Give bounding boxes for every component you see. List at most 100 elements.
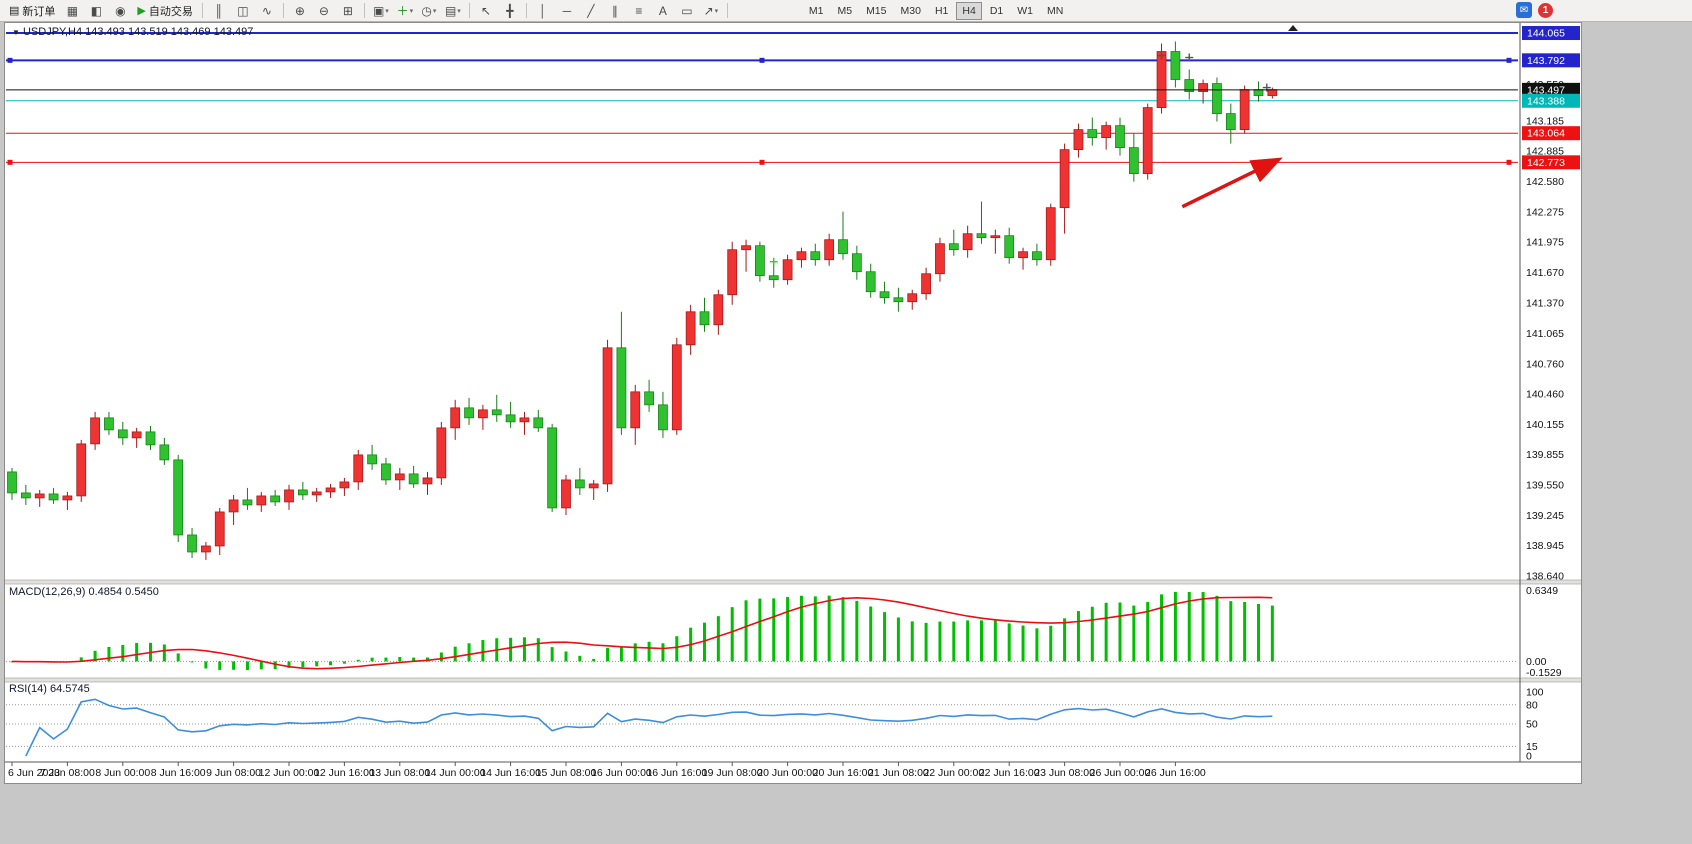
market-watch-icon[interactable]: ▦ [61,1,83,21]
price-label-badge: 143.388 [1522,93,1580,108]
chart-title: ▼ USDJPY,H4 143.493 143.519 143.469 143.… [12,26,253,38]
zoom-in-icon[interactable]: ⊕ [289,1,311,21]
svg-text:8 Jun 16:00: 8 Jun 16:00 [151,767,206,779]
zoom-in-icon: ⊕ [294,3,305,18]
data-window-icon: ◧ [90,3,103,18]
crosshair-icon[interactable]: ╋ [499,1,521,21]
trendline-icon[interactable]: ╱ [580,1,602,21]
bar-chart-icon[interactable]: ║ [208,1,230,21]
pane-divider-1[interactable] [3,579,1583,585]
svg-text:12 Jun 00:00: 12 Jun 00:00 [259,767,320,779]
rsi-axis-label: 50 [1526,719,1538,731]
svg-text:13 Jun 08:00: 13 Jun 08:00 [369,767,430,779]
zoom-out-icon[interactable]: ⊖ [313,1,335,21]
autotrading-button[interactable]: ▶ 自动交易 [132,2,197,20]
price-label-badge: 142.773 [1522,155,1580,170]
resistance-line-lower-handle[interactable] [7,57,13,63]
candles [7,41,1278,560]
tile-windows-icon[interactable]: ⊞ [337,1,359,21]
resistance-line-lower-handle[interactable] [1506,57,1512,63]
svg-text:23 Jun 08:00: 23 Jun 08:00 [1034,767,1095,779]
navigator-icon[interactable]: ◉ [109,1,131,21]
timeframe-m15[interactable]: M15 [866,4,887,17]
trend-arrow-annotation[interactable] [1181,157,1283,209]
plus-marker[interactable] [1185,53,1194,62]
line-chart-icon[interactable]: ∿ [256,1,278,21]
svg-text:139.550: 139.550 [1526,479,1564,491]
support-line-red-lower-handle[interactable] [7,159,13,165]
toolbar-right-icons: ✉ 1 [1516,2,1553,18]
rsi-axis-label: 15 [1526,741,1538,753]
text-label-icon[interactable]: ▭ [676,1,698,21]
rsi-axis-label: 100 [1526,687,1544,699]
dropdown-arrow-icon: ▾ [432,7,437,15]
timeframe-d1[interactable]: D1 [989,4,1004,17]
dropdown-arrow-icon: ▾ [714,7,719,15]
svg-text:140.760: 140.760 [1526,358,1564,370]
svg-text:142.580: 142.580 [1526,176,1564,188]
autotrading-icon: ▶ [137,5,146,17]
svg-text:142.885: 142.885 [1526,146,1564,158]
timeframe-mn[interactable]: MN [1047,4,1064,17]
resistance-line-lower-handle[interactable] [759,57,765,63]
svg-text:142.275: 142.275 [1526,207,1564,219]
svg-text:14 Jun 00:00: 14 Jun 00:00 [425,767,486,779]
plus-marker[interactable] [769,257,778,266]
vertical-line-icon: │ [539,3,547,18]
timeframe-h1[interactable]: H1 [934,4,949,17]
dropdown-arrow-icon: ▾ [409,7,414,15]
svg-text:26 Jun 16:00: 26 Jun 16:00 [1145,767,1206,779]
svg-text:143.388: 143.388 [1527,95,1565,107]
equidistant-channel-icon: ∥ [611,3,618,18]
timeframe-h4[interactable]: H4 [956,1,982,20]
svg-text:16 Jun 16:00: 16 Jun 16:00 [646,767,707,779]
text-icon[interactable]: A [652,1,674,21]
chart-window[interactable]: 143.550143.185142.885142.580142.275141.9… [3,22,1583,784]
svg-text:14 Jun 16:00: 14 Jun 16:00 [480,767,541,779]
chart-canvas[interactable]: 143.550143.185142.885142.580142.275141.9… [3,22,1583,784]
price-axis[interactable]: 143.550143.185142.885142.580142.275141.9… [1522,26,1580,582]
chart-shift-marker-icon[interactable] [1288,25,1298,31]
svg-text:141.975: 141.975 [1526,237,1564,249]
svg-text:20 Jun 00:00: 20 Jun 00:00 [757,767,818,779]
community-chat-icon[interactable]: ✉ [1516,2,1532,18]
svg-text:16 Jun 00:00: 16 Jun 00:00 [591,767,652,779]
timeframe-m1[interactable]: M1 [808,4,824,17]
notification-count-badge[interactable]: 1 [1538,2,1553,18]
svg-text:7 Jun 08:00: 7 Jun 08:00 [40,767,95,779]
price-object-lines[interactable] [6,32,1518,165]
support-line-red-lower-handle[interactable] [759,159,765,165]
equidistant-channel-icon[interactable]: ∥ [604,1,626,21]
timeframe-w1[interactable]: W1 [1017,4,1033,17]
cursor-icon: ↖ [480,3,491,18]
svg-text:138.640: 138.640 [1526,570,1564,582]
horizontal-line-icon: ─ [562,3,572,18]
price-label-badge: 143.792 [1522,53,1580,68]
dropdown-arrow-icon: ▾ [385,7,389,15]
timeframe-m30[interactable]: M30 [900,4,921,17]
svg-text:6 Jun 2023: 6 Jun 2023 [8,767,60,779]
indicators-icon[interactable]: ＋ ▾ [394,1,416,21]
data-window-icon[interactable]: ◧ [85,1,107,21]
pane-divider-2[interactable] [3,677,1583,683]
new-order-button[interactable]: ▤ 新订单 [4,2,60,20]
tile-windows-icon: ⊞ [342,3,353,18]
svg-text:140.460: 140.460 [1526,388,1564,400]
auto-arrange-icon[interactable]: ▣ ▾ [370,1,392,21]
fibonacci-icon[interactable]: ≡ [628,1,650,21]
svg-text:141.065: 141.065 [1526,328,1564,340]
svg-text:143.792: 143.792 [1527,55,1565,67]
templates-icon[interactable]: ▤ ▾ [442,1,464,21]
timeframe-m5[interactable]: M5 [837,4,853,17]
rsi-axis-label: 0 [1526,751,1532,763]
horizontal-line-icon[interactable]: ─ [556,1,578,21]
vertical-line-icon[interactable]: │ [532,1,554,21]
candlestick-chart-icon[interactable]: ◫ [232,1,254,21]
symbol-dropdown-arrow-icon[interactable]: ▼ [12,28,20,37]
arrows-icon[interactable]: ↗ ▾ [700,1,722,21]
periods-icon[interactable]: ◷ ▾ [418,1,440,21]
cursor-icon[interactable]: ↖ [475,1,497,21]
plus-marker[interactable] [1157,51,1166,60]
support-line-red-lower-handle[interactable] [1506,159,1512,165]
